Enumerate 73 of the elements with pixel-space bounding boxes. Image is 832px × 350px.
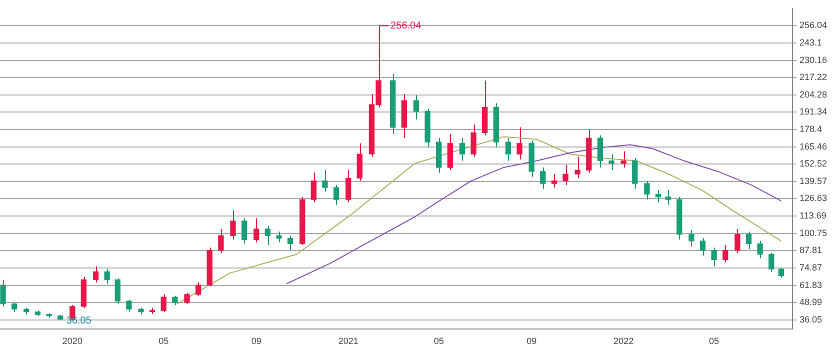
y-tick-label: 74.87 <box>799 262 822 272</box>
candlestick <box>551 174 558 188</box>
candlestick <box>746 231 752 250</box>
candlestick <box>11 302 18 312</box>
y-tick-label: 204.28 <box>799 89 828 100</box>
x-tick-label: 05 <box>158 336 169 346</box>
candlestick <box>516 126 522 160</box>
candlestick <box>346 170 352 203</box>
y-tick-label: 217.22 <box>799 72 828 82</box>
candlestick <box>459 138 466 162</box>
candlestick <box>778 267 784 278</box>
candlestick <box>540 166 546 190</box>
candlestick <box>0 279 6 307</box>
y-tick-label: 191.34 <box>799 106 828 117</box>
candlestick <box>333 184 340 206</box>
candlestick <box>632 158 638 190</box>
candlestick <box>597 134 604 168</box>
y-tick-label: 100.75 <box>799 228 828 238</box>
candlestick <box>413 94 420 120</box>
y-tick-label: 36.05 <box>799 314 822 324</box>
y-tick-label: 48.99 <box>799 296 822 307</box>
candlestick <box>241 218 248 244</box>
annotation: 36.05 <box>66 316 92 327</box>
candlestick <box>114 278 120 304</box>
candlestick <box>620 150 626 168</box>
candlestick <box>734 228 740 254</box>
x-tick-label: 09 <box>251 336 262 346</box>
candlestick <box>160 294 166 312</box>
candlestick <box>608 154 614 171</box>
candlestick <box>688 230 694 247</box>
y-tick-label: 87.81 <box>799 245 822 256</box>
y-tick-label: 126.63 <box>799 193 828 204</box>
y-tick-label: 113.69 <box>799 210 826 220</box>
candlestick <box>700 238 706 256</box>
y-tick-label: 230.16 <box>799 54 828 65</box>
x-tick-label: 2022 <box>614 336 634 346</box>
x-tick-label: 2020 <box>62 336 82 346</box>
candlestick <box>722 244 728 263</box>
candlestick <box>184 292 190 304</box>
candlestick <box>218 228 224 254</box>
candlestick <box>172 295 178 306</box>
candlestick <box>574 156 580 179</box>
candlestick <box>665 190 671 206</box>
y-tick-label: 165.46 <box>799 141 828 152</box>
y-tick-label: 61.83 <box>799 280 822 290</box>
candlestick <box>562 164 568 186</box>
candlestick <box>195 282 202 296</box>
y-tick-label: 243.1 <box>799 38 822 48</box>
y-tick-label: 178.4 <box>799 124 822 134</box>
candlestick <box>757 240 763 259</box>
candlestick <box>322 170 328 192</box>
x-tick-label: 09 <box>526 336 537 346</box>
candlestick <box>104 268 110 284</box>
x-tick-label: 05 <box>434 336 444 346</box>
candlestick <box>505 138 512 162</box>
candlestick <box>254 218 260 243</box>
candlestick <box>230 210 236 240</box>
x-tick-label: 05 <box>709 336 720 346</box>
candlestick <box>644 180 650 200</box>
candlestick <box>264 226 271 246</box>
x-tick-label: 2021 <box>338 336 358 346</box>
annotation: 256.04 <box>390 20 422 32</box>
candlestick <box>276 231 282 243</box>
y-tick-label: 256.04 <box>799 20 828 30</box>
candlestick <box>711 247 717 267</box>
y-tick-label: 139.57 <box>799 176 828 186</box>
candlestick <box>768 252 774 272</box>
candlestick <box>470 124 476 158</box>
y-tick-label: 152.52 <box>799 158 828 169</box>
candlestick <box>310 172 316 203</box>
candlestick <box>126 299 132 312</box>
candlestick <box>287 235 294 251</box>
candlestick <box>92 266 99 283</box>
